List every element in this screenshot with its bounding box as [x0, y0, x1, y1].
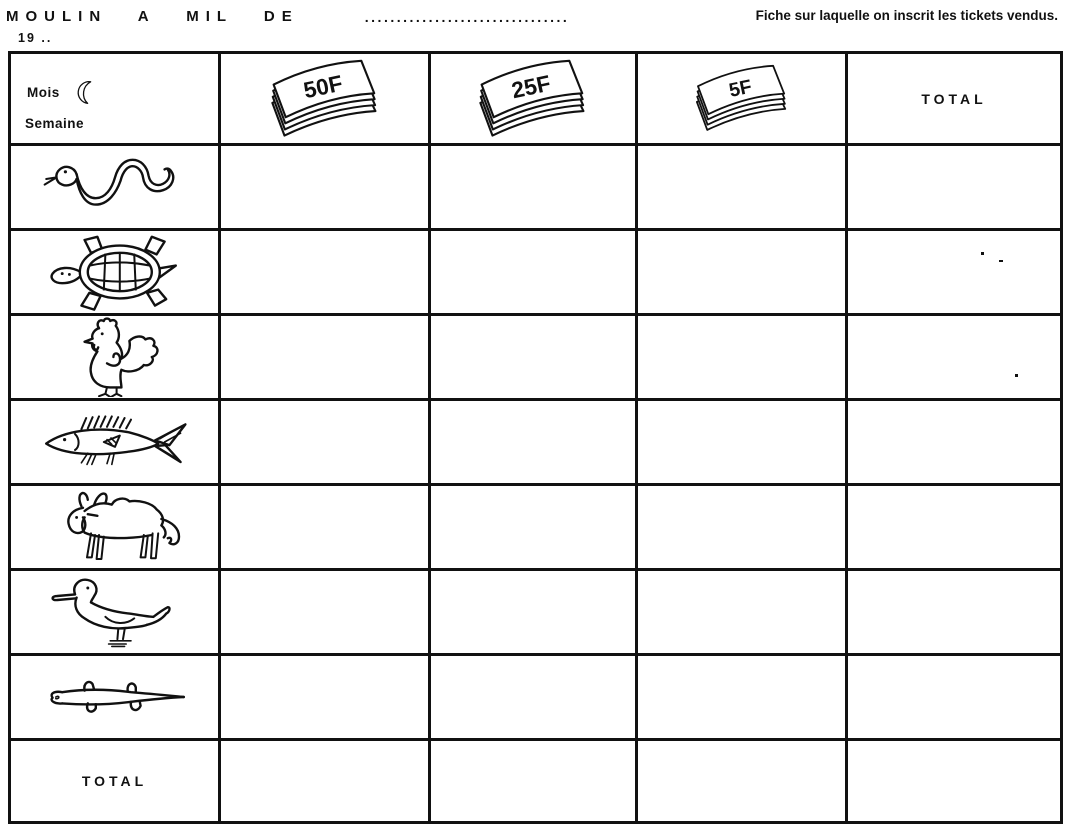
form-header: MOULIN A MIL DE ........................… [0, 0, 1068, 25]
scan-speck [981, 252, 984, 255]
lizard-icon [49, 680, 185, 713]
entry-cell-duck-5f [635, 568, 848, 656]
entry-cell-fish-25f [428, 398, 638, 486]
column-header-50f: 50F [218, 51, 431, 146]
grand-total-entry-cell [845, 738, 1063, 824]
month-label-row: Mois [27, 74, 98, 110]
entry-cell-ox-50f [218, 483, 431, 571]
column-header-5f: 5F [635, 51, 848, 146]
entry-cell-ox-total [845, 483, 1063, 571]
total-entry-cell-25f [428, 738, 638, 824]
entry-cell-turtle-5f [635, 228, 848, 316]
scan-speck [999, 260, 1003, 262]
column-header-25f: 25F [428, 51, 638, 146]
title-dotted-line: ................................ [364, 9, 570, 25]
entry-cell-snake-50f [218, 143, 431, 231]
entry-cell-lizard-5f [635, 653, 848, 741]
month-label: Mois [27, 84, 60, 100]
duck-pictogram-cell [8, 568, 221, 656]
ticket-stack-50f-icon: 50F [270, 59, 376, 137]
week-row-turtle [8, 228, 1063, 316]
rooster-pictogram-cell [8, 313, 221, 401]
scan-speck [1015, 374, 1018, 377]
entry-cell-fish-5f [635, 398, 848, 486]
table-body [8, 143, 1063, 741]
entry-cell-rooster-total [845, 313, 1063, 401]
week-label: Semaine [25, 116, 85, 131]
duck-icon [50, 578, 171, 648]
week-row-fish [8, 398, 1063, 486]
entry-cell-rooster-50f [218, 313, 431, 401]
ticket-value-label-5f: 5F [727, 76, 754, 102]
entry-cell-turtle-total [845, 228, 1063, 316]
entry-cell-lizard-25f [428, 653, 638, 741]
week-row-duck [8, 568, 1063, 656]
fish-icon [44, 415, 187, 466]
lizard-pictogram-cell [8, 653, 221, 741]
week-row-ox [8, 483, 1063, 571]
rooster-icon [82, 317, 159, 399]
ticket-stack-25f-icon: 25F [479, 59, 585, 137]
entry-cell-duck-25f [428, 568, 638, 656]
entry-cell-turtle-50f [218, 228, 431, 316]
entry-cell-ox-5f [635, 483, 848, 571]
week-row-snake [8, 143, 1063, 231]
month-week-header-cell: Mois Semaine [8, 51, 221, 146]
entry-cell-snake-total [845, 143, 1063, 231]
entry-cell-rooster-25f [428, 313, 638, 401]
entry-cell-ox-25f [428, 483, 638, 571]
ox-pictogram-cell [8, 483, 221, 571]
entry-cell-fish-total [845, 398, 1063, 486]
entry-cell-duck-total [845, 568, 1063, 656]
entry-cell-snake-5f [635, 143, 848, 231]
snake-pictogram-cell [8, 143, 221, 231]
total-entry-cell-50f [218, 738, 431, 824]
turtle-pictogram-cell [8, 228, 221, 316]
ticket-stack-5f-icon: 5F [695, 64, 786, 131]
header-row: Mois Semaine [8, 51, 1063, 146]
week-row-lizard [8, 653, 1063, 741]
ox-icon [66, 491, 180, 561]
year-line: 19 .. [18, 31, 53, 45]
entry-cell-duck-50f [218, 568, 431, 656]
entry-cell-fish-50f [218, 398, 431, 486]
total-column-header: TOTAL [845, 51, 1063, 146]
form-title: MOULIN A MIL DE [6, 8, 299, 25]
fish-pictogram-cell [8, 398, 221, 486]
total-row-label: TOTAL [8, 738, 221, 824]
week-row-rooster [8, 313, 1063, 401]
entry-cell-lizard-50f [218, 653, 431, 741]
turtle-icon [49, 235, 177, 311]
entry-cell-snake-25f [428, 143, 638, 231]
total-entry-cell-5f [635, 738, 848, 824]
entry-cell-rooster-5f [635, 313, 848, 401]
form-description: Fiche sur laquelle on inscrit les ticket… [755, 8, 1058, 23]
entry-cell-lizard-total [845, 653, 1063, 741]
snake-icon [42, 158, 174, 206]
entry-cell-turtle-25f [428, 228, 638, 316]
total-row: TOTAL [8, 738, 1063, 824]
crescent-moon-icon [77, 81, 92, 105]
tickets-table: Mois Semaine [8, 51, 1063, 824]
